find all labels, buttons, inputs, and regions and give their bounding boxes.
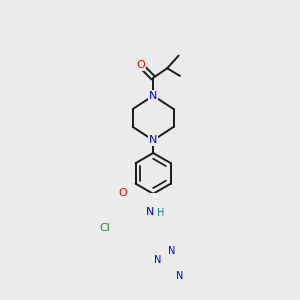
Text: N: N [168,246,175,256]
Text: N: N [154,256,162,266]
Text: H: H [157,208,164,218]
Text: O: O [136,60,145,70]
Text: N: N [176,271,183,281]
Text: N: N [149,91,158,101]
Text: O: O [119,188,128,197]
Text: N: N [149,135,158,145]
Text: Cl: Cl [100,223,110,233]
Text: N: N [146,207,154,217]
